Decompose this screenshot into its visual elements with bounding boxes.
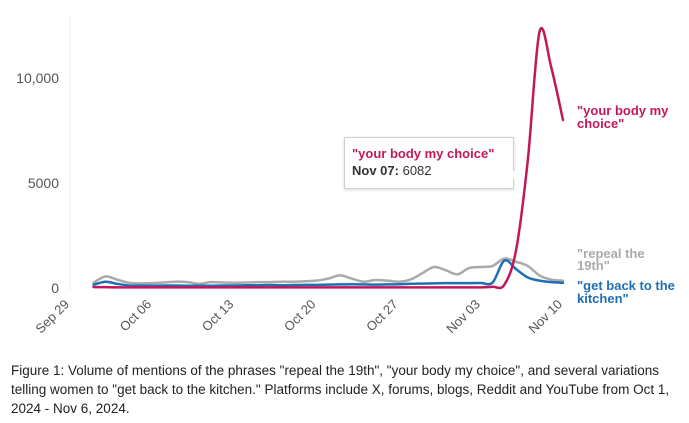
data-tooltip: "your body my choice" Nov 07: 6082 (344, 137, 514, 189)
series-label-get-back-to-the-kitchen: kitchen" (577, 291, 629, 306)
y-tick-label: 10,000 (16, 70, 59, 86)
x-tick-label: Nov 03 (443, 297, 483, 337)
series-label-repeal-the-19th: 19th" (577, 258, 610, 273)
y-axis: 0 5000 10,000 (16, 70, 59, 296)
x-tick-label: Nov 10 (525, 297, 565, 337)
y-tick-label: 0 (51, 280, 59, 296)
x-axis: Sep 29 Oct 06 Oct 13 Oct 20 Oct 27 Nov 03 Nov … (32, 297, 565, 337)
series-line-your-body-my-choice (92, 27, 565, 290)
series-label-your-body-my-choice: choice" (577, 116, 624, 131)
series-line-get-back-to-the-kitchen (92, 259, 565, 287)
tooltip-pointer (506, 171, 524, 180)
series-lines (92, 27, 565, 290)
line-chart: 0 5000 10,000 Sep 29 Oct 06 Oct 13 Oct 20 Oct … (16, 15, 675, 337)
tooltip-series-name: "your body my choice" (352, 146, 495, 161)
x-tick-label: Oct 06 (117, 297, 155, 335)
series-line-repeal-the-19th (92, 257, 565, 286)
x-tick-label: Sep 29 (32, 297, 72, 337)
figure-caption: Figure 1: Volume of mentions of the phra… (11, 363, 670, 416)
x-tick-label: Oct 27 (363, 297, 401, 335)
y-tick-label: 5000 (28, 175, 59, 191)
tooltip-value-row: Nov 07: 6082 (352, 162, 513, 180)
x-tick-label: Oct 20 (281, 297, 319, 335)
series-label-your-body-my-choice: "your body my (577, 103, 669, 118)
tooltip-date: Nov 07: (352, 163, 399, 178)
series-label-repeal-the-19th: "repeal the (577, 246, 645, 261)
x-tick-label: Oct 13 (199, 297, 237, 335)
series-label-get-back-to-the-kitchen: "get back to the (577, 278, 675, 293)
tooltip-value: 6082 (402, 163, 432, 178)
